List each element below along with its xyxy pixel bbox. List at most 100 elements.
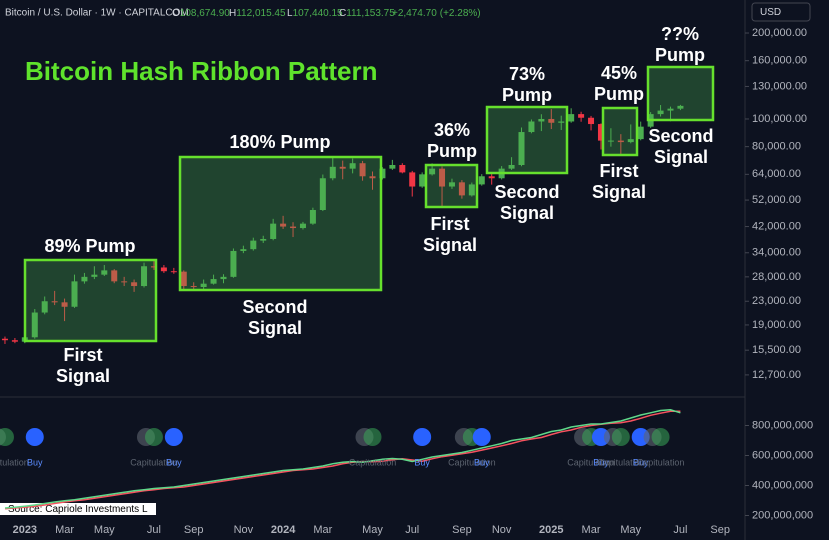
candle-body [448,182,455,187]
signal-label: Capitulation [0,457,29,467]
candle-body [329,166,336,179]
candle-body [568,114,575,122]
y-tick-label: 600,000,000 [752,449,813,461]
ohlc-field: C111,153.75 [339,8,395,19]
signal-label: Capitulation [130,457,178,467]
signal-label: Buy [27,457,43,467]
pump-label: 36% [434,120,470,140]
pump-label: 180% Pump [229,132,330,152]
signal-dot [472,428,491,446]
pump-label: Pump [655,45,705,65]
signal-label: Capitulation [349,457,397,467]
y-tick-label: 23,000.00 [752,295,801,307]
currency-label[interactable]: USD [760,7,781,18]
y-tick-label: 64,000.00 [752,168,801,180]
signal-dot [611,428,630,446]
x-tick-label: Mar [55,524,74,536]
candle-body [270,223,277,239]
candle-body [11,340,18,342]
candle-body [309,210,316,224]
ohlc-value: 108,674.90 [180,8,230,19]
signal-name: Signal [56,366,110,386]
x-tick-label: Jul [405,524,419,536]
candle-body [528,121,535,133]
candle-body [170,271,177,273]
signal-dot [413,428,432,446]
hash-rate-line [4,409,681,509]
signal-label: Capitulation [637,457,685,467]
candle-body [81,276,88,282]
signal-dot [651,428,670,446]
candle-body [240,249,247,251]
pump-label: Pump [427,141,477,161]
x-tick-label: Jul [147,524,161,536]
candle-body [518,132,525,165]
candle-body [617,140,624,143]
signal-name: First [430,214,469,234]
candle-body [290,226,297,229]
candle-body [51,301,58,303]
signal-box [646,65,715,122]
signal-dot [164,428,183,446]
candle-body [190,286,197,288]
y-tick-label: 800,000,000 [752,419,813,431]
signal-name: Second [648,126,713,146]
candle-body [429,168,436,175]
signal-label: Buy [593,457,609,467]
ohlc-field: L107,440.15 [287,8,343,19]
candle-body [468,184,475,196]
signal-box [178,155,383,292]
candle-body [588,117,595,125]
hash-rate-line [4,410,681,510]
signal-box [601,106,639,157]
candle-body [439,168,446,187]
candle-body [409,172,416,187]
candle-body [131,282,138,287]
ohlc-value: 107,440.15 [293,8,343,19]
x-tick-label: Jul [673,524,687,536]
ohlc-key: L [287,8,293,19]
candle-body [141,266,148,287]
candle-body [578,114,585,118]
x-tick-label: Nov [492,524,512,536]
y-tick-label: 15,500.00 [752,344,801,356]
candle-body [548,118,555,123]
signal-name: Second [494,182,559,202]
candle-body [359,163,366,177]
candle-body [379,168,386,179]
candle-body [121,281,128,283]
signal-name: First [63,345,102,365]
signal-label: Capitulation [567,457,615,467]
pump-label: ??% [661,24,699,44]
currency-button[interactable] [751,2,811,22]
x-tick-label: Sep [184,524,204,536]
candle-body [299,223,306,229]
signal-name: First [599,161,638,181]
y-tick-label: 28,000.00 [752,271,801,283]
signal-dot [25,428,44,446]
y-tick-label: 52,000.00 [752,194,801,206]
candle-body [558,121,565,123]
candle-body [1,338,8,341]
ohlc-key: O [172,8,180,19]
candle-body [150,266,157,268]
candle-body [260,238,267,241]
x-tick-label: Mar [582,524,601,536]
candle-body [627,139,634,143]
y-tick-label: 80,000.00 [752,141,801,153]
candle-body [31,312,38,338]
signal-box [23,258,158,343]
y-tick-label: 34,000.00 [752,247,801,259]
candle-body [458,182,465,196]
candle-body [280,223,287,227]
candle-body [419,174,426,187]
y-tick-label: 200,000,000 [752,509,813,521]
candle-body [349,163,356,169]
candle-body [91,274,98,277]
candle-body [250,240,257,250]
x-tick-label: May [94,524,115,536]
signal-label: Capitulation [448,457,496,467]
y-tick-label: 19,000.00 [752,319,801,331]
signal-dot [363,428,382,446]
